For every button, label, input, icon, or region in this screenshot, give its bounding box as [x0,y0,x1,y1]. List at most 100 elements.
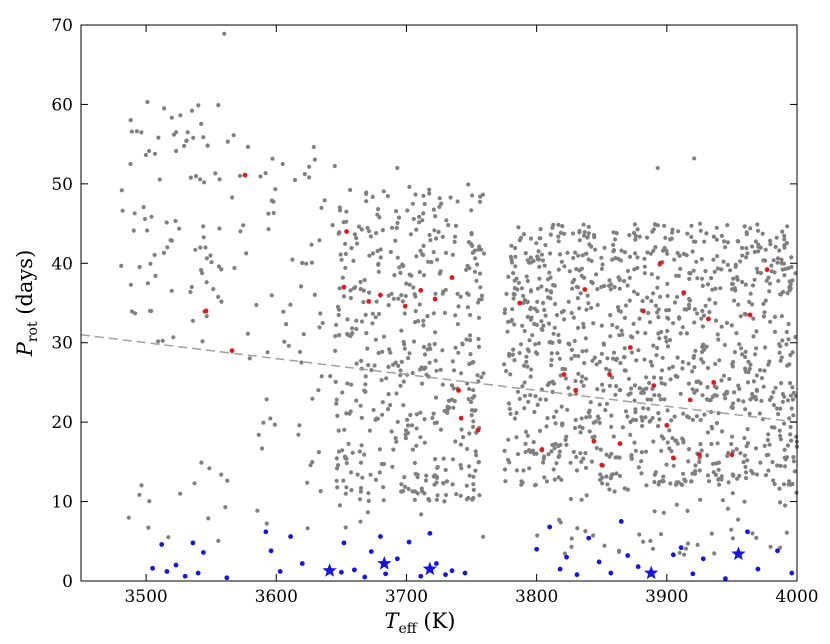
background-star-point [366,363,371,368]
background-star-point [599,266,605,271]
background-star-point [573,250,578,255]
background-star-point [348,187,353,193]
background-star-point [713,301,718,306]
blue-point [427,530,433,536]
background-star-point [391,447,396,452]
background-star-point [369,368,374,373]
background-star-point [705,430,711,435]
background-star-point [201,135,206,140]
background-star-point [471,388,476,393]
background-star-point [664,339,669,344]
background-star-point [354,236,359,241]
background-star-point [554,461,559,466]
background-star-point [571,449,576,455]
blue-point [378,534,383,539]
background-star-point [698,497,703,502]
background-star-point [476,315,482,320]
background-star-point [542,475,547,480]
background-star-point [743,349,748,354]
background-star-point [412,460,417,466]
background-star-point [302,172,307,177]
blue-point [394,556,400,562]
background-star-point [686,459,691,464]
background-star-point [345,317,350,322]
background-star-point [615,305,621,310]
background-star-point [400,299,405,304]
background-star-point [712,393,717,398]
background-star-point [511,291,516,297]
background-star-point [727,376,732,382]
background-star-point [360,475,365,480]
background-star-point [633,410,638,415]
background-star-point [750,392,755,397]
background-star-point [697,459,702,465]
background-star-point [728,268,733,273]
background-star-point [572,338,577,344]
background-star-point [334,456,339,461]
background-star-point [198,177,203,182]
background-star-point [695,311,700,316]
background-star-point [217,226,222,231]
background-star-point [761,314,767,319]
background-star-point [399,359,404,364]
background-star-point [435,493,440,498]
background-star-point [411,216,416,222]
background-star-point [700,283,705,288]
background-star-point [768,242,773,247]
x-tick-label: 3500 [124,587,167,607]
background-star-point [433,358,438,363]
background-star-point [623,368,628,373]
background-star-point [520,323,525,328]
background-star-point [744,444,749,449]
background-star-point [584,307,589,312]
background-star-point [565,407,570,412]
background-star-point [656,424,661,429]
background-star-point [356,224,362,229]
background-star-point [720,429,725,434]
background-star-point [610,375,615,380]
background-star-point [782,464,788,469]
background-star-point [684,331,690,336]
background-star-point [730,401,736,406]
background-star-point [612,489,617,494]
background-star-point [702,239,707,244]
background-star-point [558,520,563,525]
background-star-point [473,449,478,454]
background-star-point [465,305,470,310]
background-star-point [637,234,642,239]
background-star-point [147,308,153,314]
background-star-point [629,350,635,355]
background-star-point [469,399,474,405]
background-star-point [622,250,628,255]
background-star-point [640,423,645,429]
background-star-point [394,439,399,444]
background-star-point [782,245,787,250]
background-star-point [543,397,549,402]
background-star-point [414,426,419,431]
background-star-point [568,496,574,502]
background-star-point [359,415,364,420]
background-star-point [410,201,416,206]
background-star-point [423,478,429,483]
background-star-point [663,335,668,340]
background-star-point [470,497,475,502]
background-star-point [653,245,658,250]
red-point [341,284,347,290]
background-star-point [791,390,796,395]
background-star-point [410,447,415,452]
background-star-point [464,497,470,502]
background-star-point [514,410,519,416]
background-star-point [263,171,268,176]
background-star-point [641,390,647,395]
background-star-point [468,352,473,357]
background-star-point [576,371,581,376]
background-star-point [524,359,529,364]
background-star-point [789,406,794,411]
background-star-point [640,418,645,423]
background-star-point [743,366,748,371]
background-star-point [465,263,470,268]
background-star-point [597,420,602,425]
background-star-point [376,350,381,356]
background-star-point [546,321,552,326]
background-star-point [343,525,348,530]
